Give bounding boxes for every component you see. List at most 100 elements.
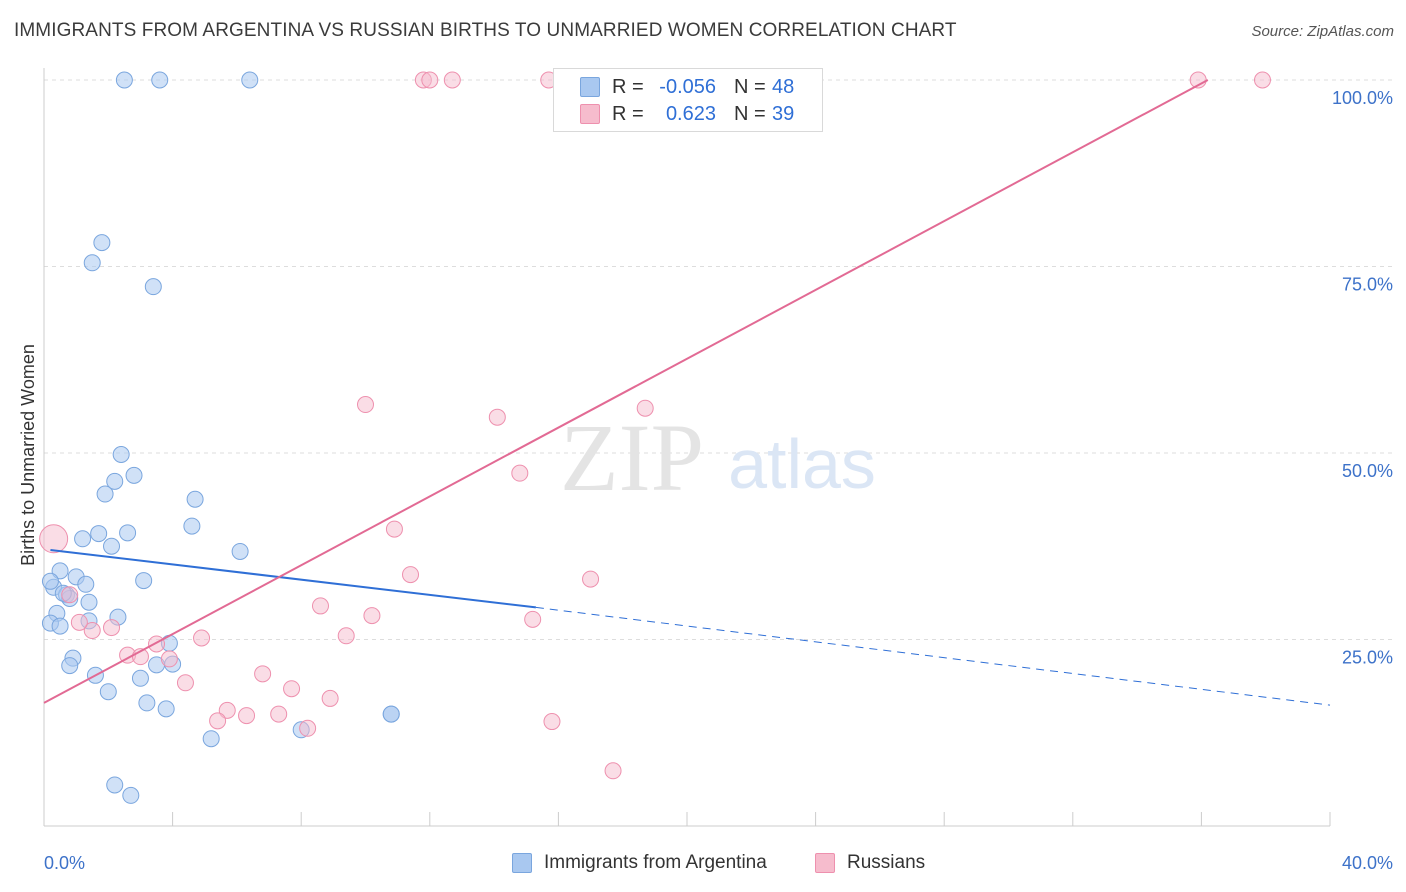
legend-n-label: N = — [734, 75, 766, 98]
data-point-argentina — [90, 525, 108, 543]
data-point-argentina — [122, 786, 140, 804]
legend-r-label: R = — [612, 102, 644, 125]
legend-r-value: -0.056 — [659, 75, 716, 98]
data-point-russians — [385, 520, 403, 538]
data-point-russians — [443, 71, 461, 89]
legend-r-label: R = — [612, 75, 644, 98]
source-label: Source: ZipAtlas.com — [1251, 23, 1394, 40]
y-tick-label: 100.0% — [1332, 88, 1393, 108]
data-point-russians — [311, 597, 329, 615]
data-point-russians — [582, 570, 600, 588]
data-point-russians — [209, 712, 227, 730]
data-point-argentina — [74, 530, 92, 548]
bottom-legend-label-russians: Russians — [847, 852, 926, 873]
data-point-argentina — [186, 490, 204, 508]
data-point-argentina — [115, 71, 133, 89]
data-point-argentina — [241, 71, 259, 89]
bottom-legend-swatch-russians — [815, 853, 835, 873]
data-point-russians — [160, 650, 178, 668]
legend-n-label: N = — [734, 102, 766, 125]
data-point-russians — [402, 566, 420, 584]
data-point-russians — [70, 613, 88, 631]
series-russians-points — [39, 71, 1271, 780]
y-axis-label: Births to Unmarried Women — [18, 344, 38, 566]
watermark: ZIP atlas — [560, 404, 876, 511]
y-tick-label: 75.0% — [1342, 275, 1393, 295]
data-point-russians — [148, 635, 166, 653]
data-point-argentina — [135, 572, 153, 590]
legend-swatch-russians — [580, 104, 600, 124]
bottom-legend-russians[interactable]: Russians — [815, 852, 925, 874]
data-point-argentina — [131, 669, 149, 687]
data-point-argentina — [51, 562, 69, 580]
legend-row-russians: R = 0.623 N = 39 — [580, 101, 794, 127]
data-point-russians — [103, 619, 121, 637]
data-point-russians — [488, 408, 506, 426]
data-point-argentina — [119, 524, 137, 542]
data-point-argentina — [61, 657, 79, 675]
chart-title: IMMIGRANTS FROM ARGENTINA VS RUSSIAN BIR… — [14, 20, 957, 41]
data-point-russians — [543, 713, 561, 731]
data-point-argentina — [125, 466, 143, 484]
data-point-argentina — [157, 700, 175, 718]
data-point-argentina — [106, 472, 124, 490]
data-point-argentina — [382, 705, 400, 723]
trend-lines — [43, 79, 1331, 706]
data-point-russians — [299, 719, 317, 737]
legend-n-value: 39 — [772, 102, 795, 125]
data-point-argentina — [151, 71, 169, 89]
data-point-argentina — [138, 694, 156, 712]
data-point-argentina — [202, 730, 220, 748]
data-point-argentina — [96, 485, 114, 503]
legend-swatch-argentina — [580, 77, 600, 97]
correlation-legend: R = -0.056 N = 48 R = 0.623 N = 39 — [553, 68, 823, 132]
data-point-argentina — [77, 575, 95, 593]
legend-r-value: 0.623 — [665, 102, 716, 125]
trend-line-argentina — [50, 548, 537, 609]
x-tick-label: 0.0% — [44, 853, 85, 873]
data-point-argentina — [99, 683, 117, 701]
data-point-russians — [218, 701, 236, 719]
data-point-russians — [83, 622, 101, 640]
bottom-legend-argentina[interactable]: Immigrants from Argentina — [512, 852, 767, 874]
data-point-russians — [193, 629, 211, 647]
data-point-russians — [1253, 71, 1271, 89]
data-point-russians — [636, 399, 654, 417]
trend-line-russians — [43, 79, 1209, 704]
data-point-argentina — [112, 445, 130, 463]
data-point-russians — [363, 607, 381, 625]
axes — [43, 68, 1331, 827]
data-point-russians — [604, 762, 622, 780]
data-point-argentina — [103, 537, 121, 555]
data-point-russians — [357, 396, 374, 414]
watermark-atlas: atlas — [728, 425, 876, 503]
data-point-argentina — [41, 572, 59, 590]
legend-n-value: 48 — [772, 75, 795, 98]
bottom-legend-label-argentina: Immigrants from Argentina — [544, 852, 767, 873]
x-tick-label: 40.0% — [1342, 853, 1393, 873]
data-point-russians — [39, 524, 69, 554]
bottom-legend-swatch-argentina — [512, 853, 532, 873]
data-point-argentina — [80, 593, 98, 611]
data-point-argentina — [93, 234, 111, 252]
watermark-zip: ZIP — [560, 404, 704, 511]
tick-labels: 25.0% 50.0% 75.0% 100.0% 0.0% 40.0% — [44, 88, 1393, 873]
y-tick-label: 50.0% — [1342, 461, 1393, 481]
data-point-russians — [283, 680, 301, 698]
trend-line-argentina-extension — [535, 606, 1331, 706]
data-point-russians — [421, 71, 439, 89]
data-point-russians — [337, 627, 355, 645]
data-point-argentina — [183, 517, 201, 535]
series-argentina-points — [41, 71, 400, 804]
data-point-russians — [238, 707, 256, 725]
data-point-russians — [511, 464, 529, 482]
data-point-argentina — [231, 542, 249, 560]
data-point-russians — [254, 665, 272, 683]
data-point-argentina — [51, 617, 69, 635]
data-point-russians — [61, 586, 79, 604]
data-point-russians — [524, 610, 542, 628]
data-point-russians — [270, 705, 288, 723]
y-tick-label: 25.0% — [1342, 648, 1393, 668]
data-point-argentina — [106, 776, 124, 794]
